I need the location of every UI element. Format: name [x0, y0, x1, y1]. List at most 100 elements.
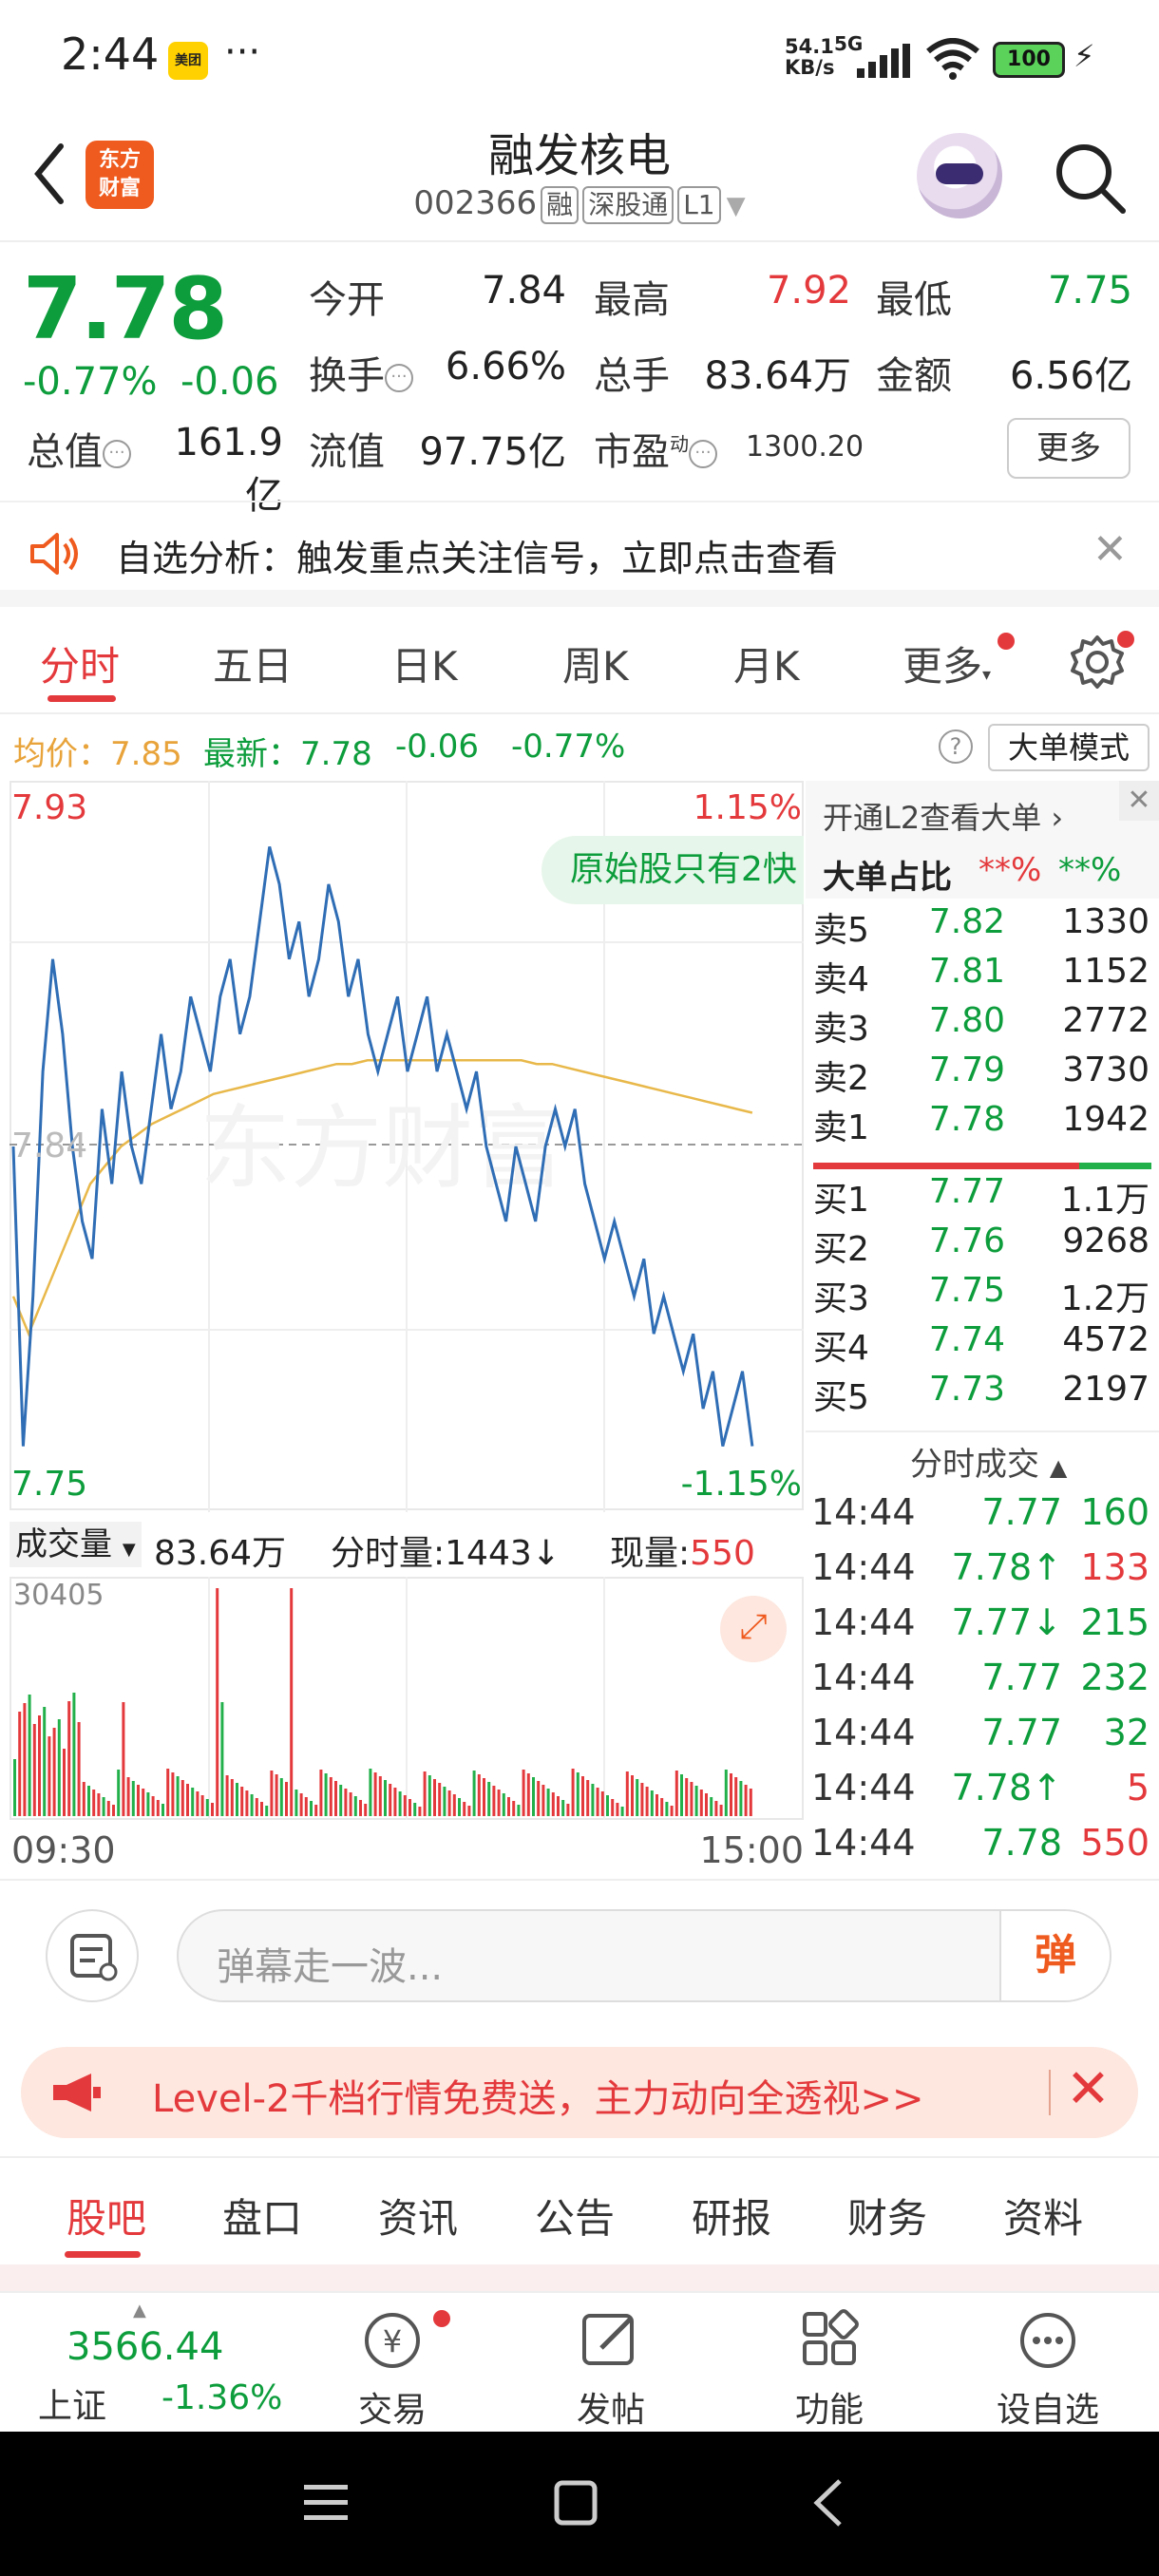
- pct-min-label: -1.15%: [680, 1465, 802, 1504]
- pct-max-label: 1.15%: [693, 788, 802, 827]
- search-icon[interactable]: [1053, 141, 1127, 215]
- volume-bar: [211, 1803, 214, 1816]
- tab-research[interactable]: 研报: [692, 2195, 772, 2242]
- volume-bar: [428, 1775, 431, 1816]
- bid-row[interactable]: 买1 7.77 1.1万: [813, 1172, 1150, 1220]
- robot-assistant-icon[interactable]: [917, 133, 1002, 218]
- volume-bar: [373, 1772, 377, 1816]
- tab-finance[interactable]: 财务: [847, 2195, 928, 2242]
- volume-bar: [216, 1588, 219, 1816]
- volume-bar: [730, 1773, 732, 1816]
- volume-bar: [551, 1792, 555, 1816]
- wifi-icon: [926, 38, 979, 80]
- tab-pankou[interactable]: 盘口: [222, 2195, 303, 2242]
- volume-bar: [512, 1801, 516, 1816]
- more-quote-button[interactable]: 更多: [1007, 418, 1130, 479]
- big-order-mode-button[interactable]: 大单模式: [988, 724, 1150, 771]
- index-change: -1.36%: [162, 2378, 283, 2417]
- volume-bar: [413, 1803, 417, 1816]
- close-icon[interactable]: ✕: [1092, 525, 1128, 574]
- danmu-input[interactable]: 弹幕走一波... 弹: [177, 1909, 1112, 2002]
- tab-intraday[interactable]: 分时: [40, 643, 121, 690]
- index-ticker[interactable]: ▲ 3566.44 上证 -1.36%: [38, 2301, 283, 2426]
- info-icon[interactable]: ···: [689, 440, 717, 468]
- divider: [1049, 2070, 1051, 2115]
- level2-banner[interactable]: Level-2千档行情免费送，主力动向全透视>> ✕: [21, 2047, 1138, 2138]
- info-icon[interactable]: ···: [385, 364, 413, 392]
- nav-add-favorite[interactable]: 设自选: [977, 2306, 1119, 2432]
- volume-bar: [645, 1787, 649, 1816]
- tab-announcements[interactable]: 公告: [535, 2195, 616, 2242]
- menu-icon[interactable]: [302, 2481, 350, 2525]
- settings-gear-icon[interactable]: [1068, 633, 1127, 691]
- volume-bar: [265, 1806, 269, 1816]
- home-icon[interactable]: [553, 2479, 598, 2527]
- volume-bar: [433, 1779, 436, 1816]
- volume-bar: [369, 1769, 372, 1816]
- stock-code-row[interactable]: 002366 融深股通 L1 ▼: [0, 184, 1159, 224]
- volume-bar: [438, 1783, 442, 1816]
- x-end-label: 15:00: [699, 1829, 804, 1871]
- ask-row[interactable]: 卖5 7.82 1330: [813, 902, 1150, 950]
- tab-five-day[interactable]: 五日: [213, 643, 294, 690]
- tab-daily-k[interactable]: 日K: [391, 643, 458, 690]
- back-nav-icon[interactable]: [809, 2477, 847, 2529]
- volume-bar: [690, 1782, 694, 1816]
- close-icon[interactable]: ✕: [1119, 781, 1159, 821]
- divider: [806, 1430, 1159, 1432]
- ask-row[interactable]: 卖2 7.79 3730: [813, 1051, 1150, 1098]
- trades-title[interactable]: 分时成交 ▲: [910, 1446, 1068, 1484]
- volume-bar: [458, 1798, 461, 1816]
- ask-row[interactable]: 卖1 7.78 1942: [813, 1100, 1150, 1147]
- stock-code: 002366: [413, 184, 538, 222]
- volume-selector[interactable]: 成交量 ▼: [10, 1522, 142, 1567]
- volume-bar: [596, 1788, 599, 1816]
- quote-panel: 7.78 -0.77% -0.06 今开 7.84 最高 7.92 最低 7.7…: [0, 244, 1159, 518]
- bid-row[interactable]: 买4 7.74 4572: [813, 1320, 1150, 1368]
- tab-news[interactable]: 资讯: [378, 2195, 459, 2242]
- danmu-toggle-button[interactable]: 弹: [999, 1911, 1110, 2000]
- y-min-label: 7.75: [11, 1465, 88, 1504]
- help-icon[interactable]: ?: [939, 729, 973, 764]
- tab-more[interactable]: 更多▾: [902, 643, 992, 690]
- current-volume: 现量:550: [610, 1534, 755, 1573]
- tab-guba[interactable]: 股吧: [66, 2195, 147, 2242]
- close-icon[interactable]: ✕: [1066, 2058, 1111, 2120]
- info-icon[interactable]: ···: [103, 440, 131, 468]
- bid-row[interactable]: 买3 7.75 1.2万: [813, 1271, 1150, 1318]
- tab-weekly-k[interactable]: 周K: [562, 643, 629, 690]
- nav-post[interactable]: 发帖: [540, 2306, 682, 2432]
- volume-bar: [734, 1777, 738, 1816]
- notice-banner[interactable]: 自选分析：触发重点关注信号，立即点击查看 ✕: [0, 501, 1159, 607]
- volume-bar: [52, 1728, 56, 1816]
- l2-link[interactable]: 开通L2查看大单 ›: [823, 800, 1064, 836]
- dropdown-icon[interactable]: ▼: [726, 192, 746, 220]
- volume-bar: [694, 1786, 698, 1816]
- settings-dot: [1117, 631, 1134, 648]
- ask-row[interactable]: 卖3 7.80 2772: [813, 1001, 1150, 1049]
- x-start-label: 09:30: [11, 1829, 116, 1871]
- bid-row[interactable]: 买5 7.73 2197: [813, 1370, 1150, 1417]
- bid-row[interactable]: 买2 7.76 9268: [813, 1222, 1150, 1269]
- y-mid-label: 7.84: [11, 1127, 88, 1165]
- level2-banner-text: Level-2千档行情免费送，主力动向全透视>>: [152, 2077, 924, 2121]
- volume-bar: [43, 1707, 47, 1816]
- trade-row: 14:44 7.78↑ 133: [811, 1546, 1150, 1588]
- ask-row[interactable]: 卖4 7.81 1152: [813, 952, 1150, 999]
- back-icon[interactable]: [27, 141, 74, 207]
- volume-bar: [122, 1702, 125, 1816]
- nav-trade[interactable]: ¥ 交易: [321, 2306, 464, 2432]
- expand-icon[interactable]: ⤢: [720, 1596, 787, 1662]
- volume-bar: [87, 1786, 90, 1816]
- notes-icon[interactable]: [46, 1909, 139, 2002]
- tab-monthly-k[interactable]: 月K: [733, 643, 800, 690]
- volume-bar: [452, 1794, 456, 1816]
- tab-profile[interactable]: 资料: [1003, 2195, 1084, 2242]
- ad-badge[interactable]: 原始股只有2快: [542, 836, 804, 904]
- volume-info-bar: 成交量 ▼ 83.64万 分时量:1443↓ 现量:550: [10, 1514, 804, 1575]
- intraday-chart[interactable]: 东方财富 7.93 7.84 7.75 1.15% -1.15% 原始股只有2快: [10, 781, 804, 1512]
- nav-functions[interactable]: 功能: [758, 2306, 901, 2432]
- volume-bar: [526, 1773, 530, 1816]
- volume-total: 83.64万: [154, 1534, 287, 1573]
- volume-bar: [279, 1778, 283, 1816]
